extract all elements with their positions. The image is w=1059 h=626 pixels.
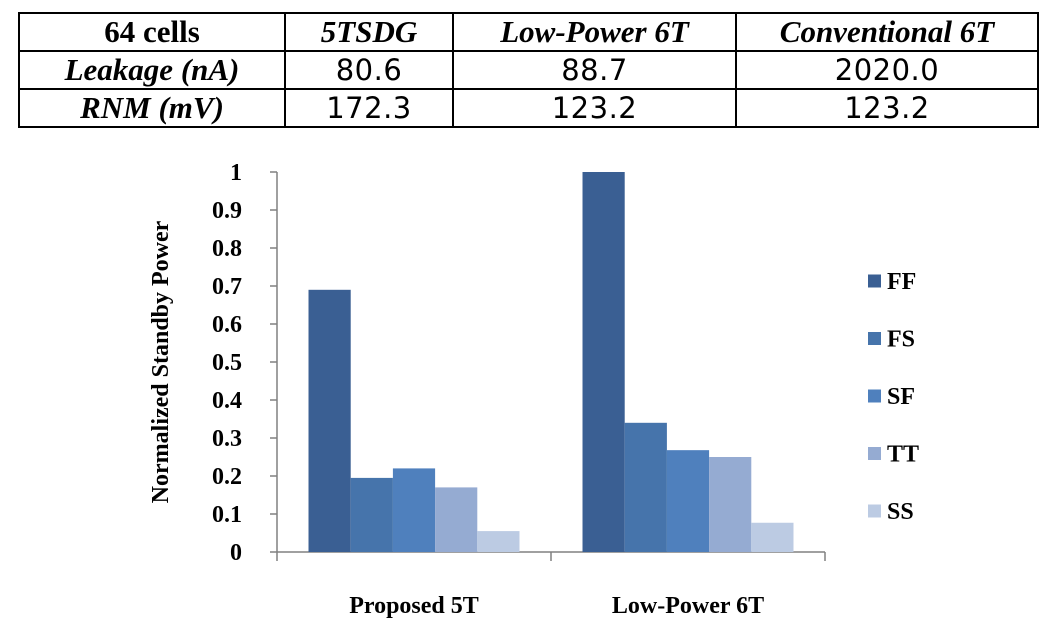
bar-tt: [709, 457, 752, 552]
table-header-cell: 64 cells: [18, 12, 286, 52]
y-tick-label: 0.2: [212, 464, 242, 490]
table-cell: 80.6: [284, 50, 454, 90]
table-header-cell: Low-Power 6T: [452, 12, 737, 52]
y-tick-label: 0.1: [212, 502, 242, 528]
bar-fs: [624, 422, 667, 552]
y-axis: 0 0.1 0.2 0.3 0.4 0.5 0.6 0.7 0.8 0.9 1: [212, 160, 278, 566]
legend-label: SS: [887, 499, 914, 525]
table-cell: 88.7: [452, 50, 737, 90]
table-cell: 123.2: [452, 88, 737, 128]
x-category-label: Proposed 5T: [349, 593, 479, 619]
legend-label: SF: [887, 384, 915, 410]
y-tick-label: 0.7: [212, 274, 242, 300]
y-tick-label: 0.5: [212, 350, 242, 376]
y-tick-label: 0.6: [212, 312, 242, 338]
bar-sf: [666, 450, 710, 552]
bar-sf: [392, 468, 436, 552]
comparison-table: 64 cells 5TSDG Low-Power 6T Conventional…: [18, 12, 1039, 128]
legend-label: FF: [887, 269, 916, 295]
bar-ff: [308, 289, 351, 552]
legend-label: FS: [887, 327, 915, 353]
table-cell: 172.3: [284, 88, 454, 128]
table-header-row: 64 cells 5TSDG Low-Power 6T Conventional…: [18, 12, 1039, 52]
table-cell: 2020.0: [735, 50, 1039, 90]
table-cell: 123.2: [735, 88, 1039, 128]
table-header-cell: 5TSDG: [284, 12, 454, 52]
x-axis: Proposed 5T Low-Power 6T: [276, 551, 826, 619]
legend-swatch: [868, 332, 881, 345]
bar-fs: [350, 477, 393, 552]
table-row-label: Leakage (nA): [18, 50, 286, 90]
table-row: Leakage (nA) 80.6 88.7 2020.0: [18, 50, 1039, 90]
y-tick-label: 0.4: [212, 388, 242, 414]
legend-swatch: [868, 389, 881, 403]
y-tick-label: 1: [230, 160, 242, 186]
legend: FF FS SF TT SS: [868, 269, 919, 525]
bars: [308, 172, 794, 552]
table-header-cell: Conventional 6T: [735, 12, 1039, 52]
bar-ff: [582, 172, 625, 552]
table-row-label: RNM (mV): [18, 88, 286, 128]
bar-ss: [751, 522, 794, 552]
y-tick-label: 0.3: [212, 426, 242, 452]
y-tick-label: 0.9: [212, 198, 242, 224]
bar-ss: [477, 531, 520, 552]
table-row: RNM (mV) 172.3 123.2 123.2: [18, 88, 1039, 128]
y-tick-label: 0: [230, 540, 242, 566]
legend-swatch: [868, 274, 881, 288]
legend-swatch: [868, 447, 881, 460]
bar-tt: [435, 487, 478, 552]
legend-swatch: [868, 504, 881, 518]
legend-label: TT: [887, 442, 919, 468]
y-axis-title: Normalized Standby Power: [148, 220, 174, 503]
x-category-label: Low-Power 6T: [612, 593, 764, 619]
y-tick-label: 0.8: [212, 236, 242, 262]
